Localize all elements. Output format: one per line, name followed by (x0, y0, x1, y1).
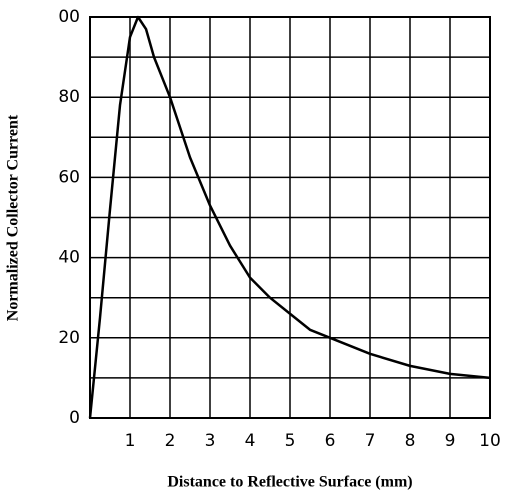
x-tick-label: 8 (405, 431, 416, 451)
data-line (88, 15, 491, 419)
y-tick-label: 60 (58, 167, 80, 187)
y-tick-label: 40 (58, 248, 80, 268)
x-tick-label: 7 (365, 431, 376, 451)
y-axis-label: Normalized Collector Current (5, 114, 22, 321)
x-tick-label: 3 (205, 431, 216, 451)
y-tick-label: 20 (58, 328, 80, 348)
x-tick-label: 6 (325, 431, 336, 451)
x-tick-label: 5 (285, 431, 296, 451)
x-tick-label: 2 (165, 431, 176, 451)
y-tick-label: 80 (58, 87, 80, 107)
y-tick-label: 00 (58, 7, 80, 27)
x-tick-label: 9 (445, 431, 456, 451)
x-tick-label: 4 (245, 431, 256, 451)
x-tick-label: 10 (479, 431, 501, 451)
plot-frame (89, 16, 491, 419)
x-tick-label: 1 (125, 431, 136, 451)
y-tick-label: 0 (69, 408, 80, 428)
x-axis-label: Distance to Reflective Surface (mm) (167, 474, 412, 491)
